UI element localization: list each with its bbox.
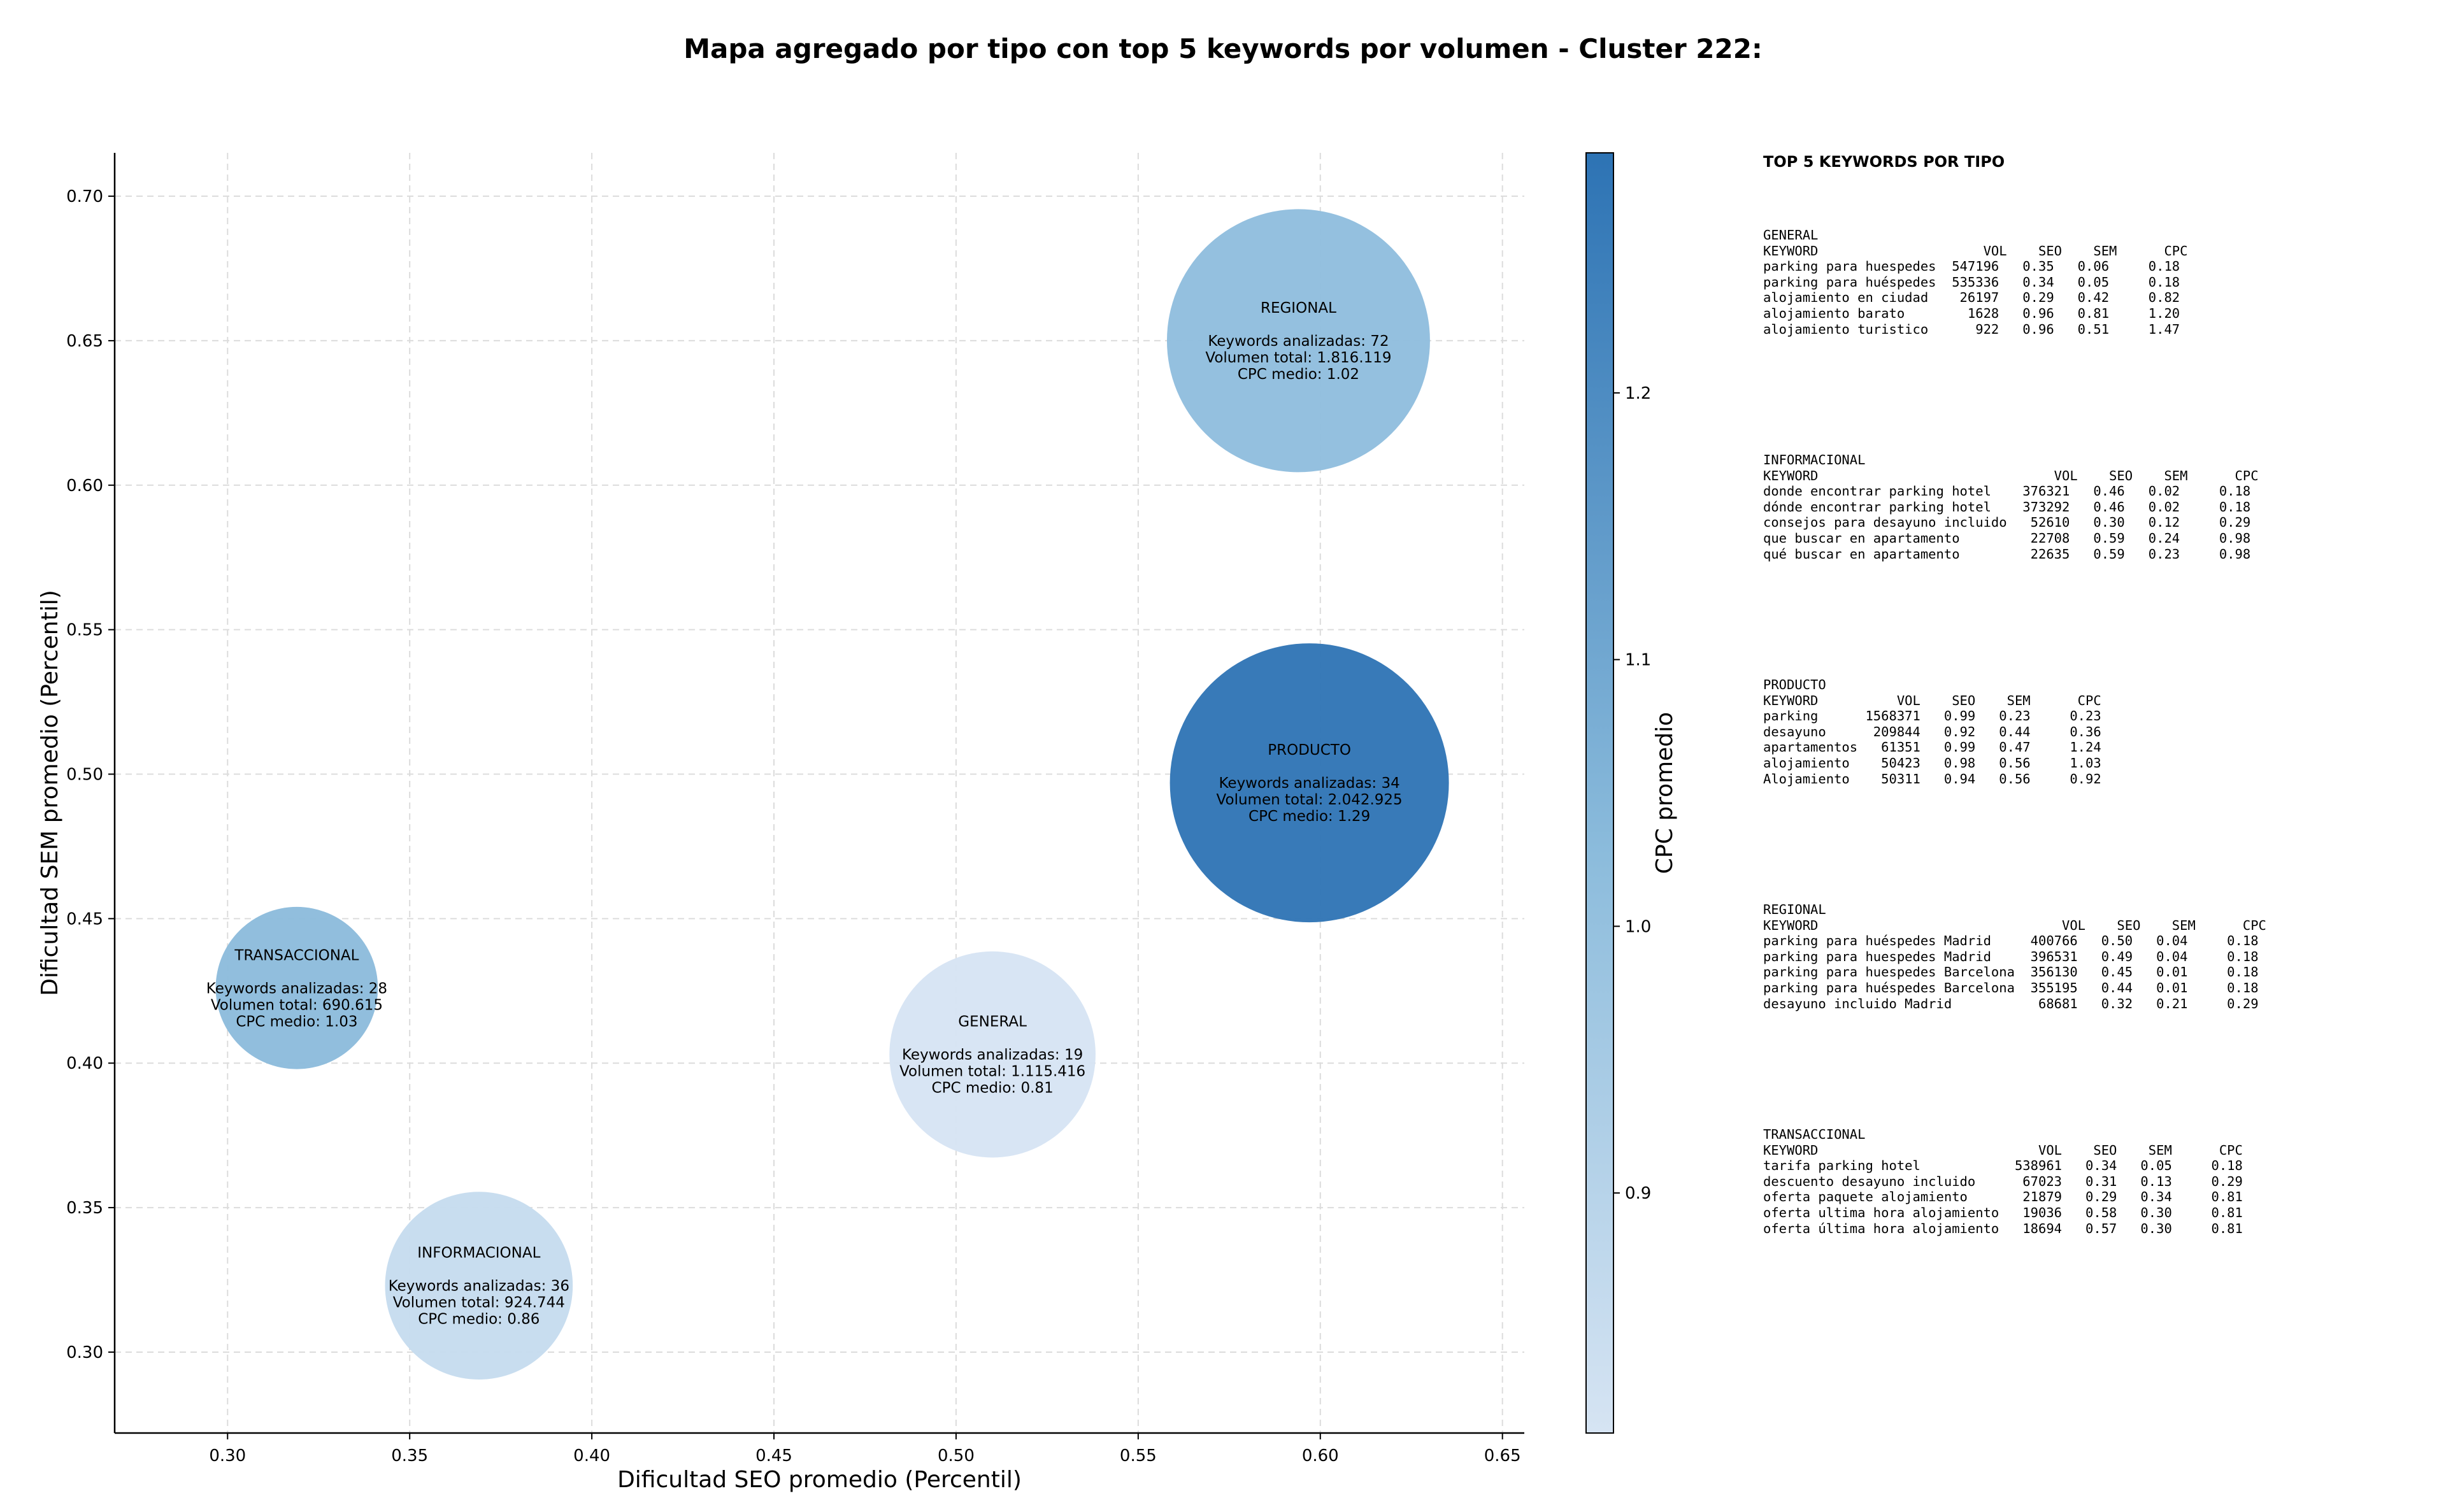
table-row: oferta paquete alojamiento 21879 0.29 0.… [1763, 1189, 2243, 1205]
bubble-info-label: Keywords analizadas: 19 [902, 1047, 1083, 1064]
colorbar-gradient [1585, 152, 1614, 1434]
y-tick-label: 0.50 [66, 766, 103, 785]
axes: 0.30 0.35 0.40 0.45 0.50 0.55 0.60 0.65 0.30 0.35… [37, 153, 1524, 1493]
bubble-info-label: Volumen total: 2.042.925 [1217, 792, 1403, 808]
colorbar-tick-label: 0.9 [1625, 1184, 1651, 1203]
table-row: oferta ultima hora alojamiento 19036 0.5… [1763, 1204, 2243, 1220]
x-tick-label: 0.65 [1484, 1446, 1521, 1466]
table-row: parking para huespedes 547196 0.35 0.06 … [1763, 259, 2180, 275]
bubble-transaccional [215, 906, 378, 1069]
bubble-type-label: PRODUCTO [1268, 742, 1351, 759]
table-header-row: KEYWORD VOL SEO SEM CPC [1763, 243, 2188, 259]
keywords-table-producto: PRODUCTO KEYWORD VOL SEO SEM CPC parking 1… [1763, 677, 2101, 787]
bubble-info-label: CPC medio: 1.29 [1248, 808, 1370, 825]
table-heading: PRODUCTO [1763, 677, 1826, 692]
bubble-type-label: GENERAL [958, 1014, 1027, 1031]
table-row: parking para huéspedes 535336 0.34 0.05 … [1763, 274, 2180, 290]
bubble-info-label: Volumen total: 924.744 [393, 1295, 565, 1311]
table-header-row: KEYWORD VOL SEO SEM CPC [1763, 692, 2101, 708]
bubble-producto [1169, 643, 1449, 923]
x-tick-label: 0.30 [209, 1446, 246, 1466]
y-tick-label: 0.65 [66, 332, 103, 351]
table-row: parking 1568371 0.99 0.23 0.23 [1763, 708, 2101, 724]
bubble-info-label: Volumen total: 1.115.416 [899, 1064, 1085, 1080]
x-tick-label: 0.50 [938, 1446, 975, 1466]
table-row: parking para huespedes Barcelona 356130 … [1763, 964, 2259, 980]
table-row: parking para huespedes Madrid 396531 0.4… [1763, 948, 2259, 964]
table-row: oferta última hora alojamiento 18694 0.5… [1763, 1220, 2243, 1236]
bubble-type-label: TRANSACCIONAL [234, 947, 359, 964]
table-row: consejos para desayuno incluido 52610 0.… [1763, 515, 2251, 531]
table-row: descuento desayuno incluido 67023 0.31 0… [1763, 1173, 2243, 1189]
bubble-type-label: REGIONAL [1261, 300, 1336, 317]
table-row: que buscar en apartamento 22708 0.59 0.2… [1763, 530, 2251, 546]
y-axis-label: Dificultad SEM promedio (Percentil) [37, 590, 63, 996]
table-row: desayuno incluido Madrid 68681 0.32 0.21… [1763, 995, 2259, 1011]
bubble-informacional [385, 1192, 573, 1380]
table-heading: INFORMACIONAL [1763, 452, 1866, 467]
bubble-info-label: CPC medio: 1.03 [236, 1013, 357, 1030]
y-tick-label: 0.35 [66, 1199, 103, 1218]
colorbar-tick-label: 1.1 [1625, 651, 1651, 670]
bubble-info-label: Keywords analizadas: 34 [1219, 775, 1399, 792]
table-header-row: KEYWORD VOL SEO SEM CPC [1763, 467, 2259, 483]
y-tick-label: 0.70 [66, 187, 103, 206]
table-row: desayuno 209844 0.92 0.44 0.36 [1763, 724, 2101, 739]
y-tick-label: 0.55 [66, 621, 103, 640]
table-header-row: KEYWORD VOL SEO SEM CPC [1763, 917, 2266, 933]
table-row: Alojamiento 50311 0.94 0.56 0.92 [1763, 771, 2101, 787]
table-row: qué buscar en apartamento 22635 0.59 0.2… [1763, 546, 2251, 562]
colorbar-label: CPC promedio [1652, 712, 1678, 874]
x-tick-label: 0.40 [573, 1446, 610, 1466]
bubble-info-label: CPC medio: 0.81 [932, 1080, 1054, 1097]
bubble-info-label: Keywords analizadas: 72 [1208, 333, 1389, 350]
table-row: alojamiento 50423 0.98 0.56 1.03 [1763, 755, 2101, 771]
table-row: dónde encontrar parking hotel 373292 0.4… [1763, 499, 2251, 515]
keywords-table-regional: REGIONAL KEYWORD VOL SEO SEM CPC parking p… [1763, 902, 2266, 1011]
y-tick-label: 0.30 [66, 1343, 103, 1362]
bubble-info-label: Volumen total: 690.615 [211, 997, 383, 1013]
x-tick-label: 0.55 [1120, 1446, 1157, 1466]
keywords-table-informacional: INFORMACIONAL KEYWORD VOL SEO SEM CPC dond… [1763, 452, 2259, 562]
chart-title: Mapa agregado por tipo con top 5 keyword… [683, 33, 1763, 64]
colorbar-tick-label: 1.2 [1625, 384, 1651, 403]
bubble-general [889, 951, 1096, 1158]
table-row: alojamiento barato 1628 0.96 0.81 1.20 [1763, 305, 2180, 321]
y-tick-label: 0.45 [66, 909, 103, 929]
table-row: parking para huéspedes Barcelona 355195 … [1763, 980, 2259, 995]
top-keywords-title: TOP 5 KEYWORDS POR TIPO [1763, 153, 2005, 171]
x-tick-label: 0.60 [1302, 1446, 1339, 1466]
table-row: parking para huéspedes Madrid 400766 0.5… [1763, 933, 2259, 949]
table-row: alojamiento en ciudad 26197 0.29 0.42 0.… [1763, 290, 2180, 306]
bubble-type-label: INFORMACIONAL [417, 1245, 540, 1262]
y-tick-label: 0.40 [66, 1054, 103, 1073]
x-tick-label: 0.35 [391, 1446, 428, 1466]
table-heading: REGIONAL [1763, 902, 1826, 917]
colorbar-tick-label: 1.0 [1625, 917, 1651, 936]
table-header-row: KEYWORD VOL SEO SEM CPC [1763, 1142, 2243, 1158]
bubble-info-label: Volumen total: 1.816.119 [1205, 350, 1391, 366]
table-row: donde encontrar parking hotel 376321 0.4… [1763, 483, 2251, 499]
bubble-info-label: Keywords analizadas: 28 [206, 980, 387, 997]
bubble-regional [1166, 209, 1430, 473]
bubble-info-label: CPC medio: 0.86 [418, 1311, 540, 1328]
x-axis-label: Dificultad SEO promedio (Percentil) [617, 1467, 1022, 1493]
bubble-info-label: Keywords analizadas: 36 [389, 1278, 569, 1295]
table-row: alojamiento turistico 922 0.96 0.51 1.47 [1763, 321, 2180, 337]
table-row: tarifa parking hotel 538961 0.34 0.05 0.… [1763, 1158, 2243, 1174]
bubble-info-label: CPC medio: 1.02 [1238, 366, 1359, 383]
colorbar: 0.9 1.0 1.1 1.2 CPC promedio [1585, 152, 1678, 1434]
table-row: apartamentos 61351 0.99 0.47 1.24 [1763, 739, 2101, 755]
y-tick-label: 0.60 [66, 476, 103, 496]
x-tick-label: 0.45 [755, 1446, 792, 1466]
keywords-table-transaccional: TRANSACCIONAL KEYWORD VOL SEO SEM CPC tari… [1763, 1127, 2243, 1236]
table-heading: TRANSACCIONAL [1763, 1127, 1866, 1142]
table-heading: GENERAL [1763, 227, 1819, 243]
keywords-table-general: GENERAL KEYWORD VOL SEO SEM CPC parking pa… [1763, 227, 2187, 337]
